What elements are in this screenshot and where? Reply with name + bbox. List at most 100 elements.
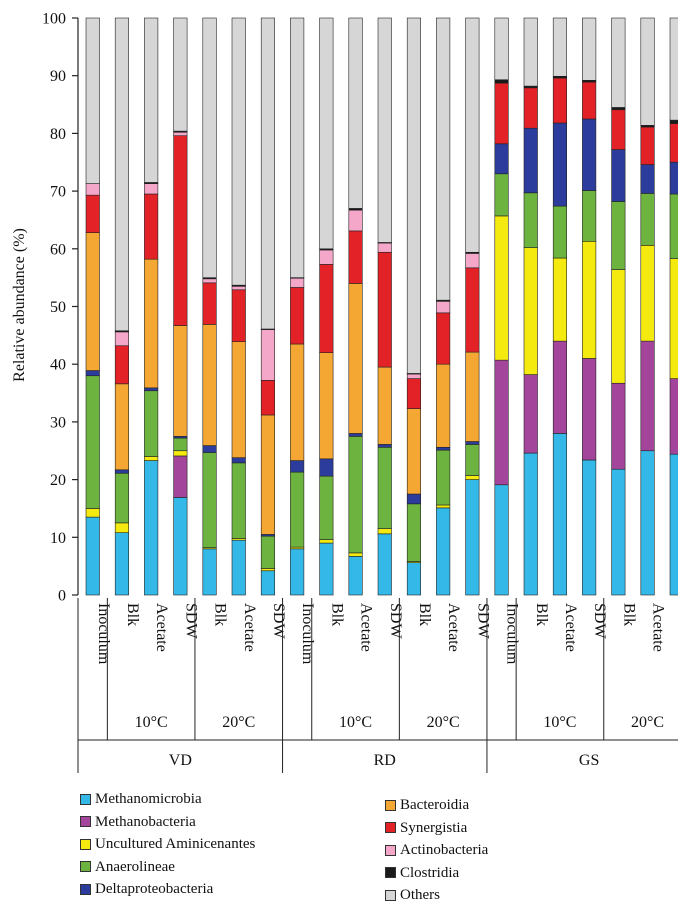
bar-segment-others: [348, 17, 363, 209]
bar-segment-uncultured-aminicenantes: [552, 257, 568, 342]
bar-segment-bacteroidia: [173, 325, 188, 437]
bar-segment-actinobacteria: [290, 277, 305, 288]
legend-item: Others: [385, 884, 488, 907]
bar-segment-methanobacteria: [640, 340, 655, 452]
bar-segment-deltaproteobacteria: [552, 122, 568, 207]
x-tick-label: Acetate: [445, 603, 462, 652]
y-tick-label: 60: [50, 241, 66, 258]
bar-segment-methanomicrobia: [173, 497, 188, 596]
bar-segment-methanobacteria: [552, 340, 568, 434]
x-tick-label: Inoculum: [299, 603, 316, 665]
legend-swatch: [385, 799, 396, 811]
bar-segment-actinobacteria: [173, 131, 188, 137]
legend-swatch: [80, 793, 91, 805]
legend-swatch: [80, 883, 91, 895]
bar-segment-synergistia: [114, 345, 129, 385]
bar-segment-methanomicrobia: [114, 532, 129, 596]
y-tick-label: 80: [50, 126, 66, 143]
temperature-label: 10°C: [543, 714, 576, 731]
bar-segment-methanomicrobia: [465, 479, 480, 596]
bar-segment-deltaproteobacteria: [465, 441, 480, 445]
legend-item: Deltaproteobacteria: [80, 878, 255, 901]
y-tick-label: 0: [58, 588, 66, 605]
x-axis: Inoculum Blk Acetate SDW Blk Acetate SDW Inocul…: [77, 598, 678, 773]
bar-segment-actinobacteria: [85, 183, 100, 196]
x-tick-label: Blk: [124, 603, 141, 626]
bar-segment-methanobacteria: [523, 374, 538, 454]
bar-segment-anaerolineae: [348, 436, 363, 554]
bar-segment-methanomicrobia: [436, 507, 451, 596]
legend-label: Anaerolineae: [95, 858, 175, 875]
bar-segment-anaerolineae: [173, 437, 188, 452]
bar-segment-anaerolineae: [231, 462, 246, 539]
bar-segment-anaerolineae: [523, 192, 538, 248]
site-label: VD: [169, 752, 192, 769]
bar-segment-deltaproteobacteria: [319, 458, 334, 477]
bar-segment-deltaproteobacteria: [611, 149, 626, 202]
legend-swatch: [385, 844, 396, 856]
bar-segment-methanomicrobia: [144, 460, 159, 596]
bar-segment-others: [114, 17, 129, 332]
bar-segment-others: [377, 17, 392, 243]
bar-segment-actinobacteria: [202, 278, 217, 284]
y-tick-label: 30: [50, 414, 66, 431]
bar-segment-uncultured-aminicenantes: [377, 528, 392, 535]
bar-segment-bacteroidia: [406, 408, 422, 495]
bar-segment-methanomicrobia: [523, 452, 538, 596]
x-tick-label: Blk: [416, 603, 433, 626]
bar-segment-uncultured-aminicenantes: [436, 504, 451, 509]
bar-segment-methanobacteria: [173, 455, 188, 498]
legend-swatch: [385, 889, 396, 901]
x-tick-label: Acetate: [650, 603, 667, 652]
bar-segment-deltaproteobacteria: [144, 387, 159, 392]
bar-segment-deltaproteobacteria: [377, 444, 392, 448]
bar-segment-uncultured-aminicenantes: [348, 552, 363, 557]
bar-segment-others: [290, 17, 305, 278]
bar-segment-bacteroidia: [319, 352, 334, 460]
bar-segment-deltaproteobacteria: [640, 164, 655, 194]
bar-segment-bacteroidia: [348, 283, 363, 434]
bar-segment-actinobacteria: [465, 253, 480, 269]
bar-segment-synergistia: [260, 380, 276, 416]
bar-segment-synergistia: [523, 87, 538, 129]
y-axis: 0 10 20 30 40 50 60 70 80 90 100: [42, 11, 79, 605]
y-tick-label: 50: [50, 299, 66, 316]
x-tick-label: Inoculum: [504, 603, 521, 665]
bar-segment-synergistia: [465, 267, 480, 353]
x-tick-label: Acetate: [241, 603, 258, 652]
legend-swatch: [80, 838, 91, 850]
legend-swatch: [385, 867, 396, 879]
bar-segment-synergistia: [582, 81, 597, 120]
legend-label: Deltaproteobacteria: [95, 881, 214, 897]
bar-segment-uncultured-aminicenantes: [582, 240, 597, 359]
bar-segment-others: [231, 17, 246, 286]
bar-segment-anaerolineae: [290, 471, 305, 548]
bar-segment-anaerolineae: [582, 190, 597, 242]
legend-label: Uncultured Aminicenantes: [95, 836, 256, 852]
bar-segment-clostridia: [611, 107, 626, 111]
temperature-label: 20°C: [427, 714, 460, 731]
bar-segment-synergistia: [144, 193, 159, 260]
bar-segment-uncultured-aminicenantes: [173, 450, 188, 457]
x-tick-label: SDW: [474, 603, 491, 639]
bar-segment-synergistia: [377, 251, 392, 368]
y-tick-label: 10: [50, 530, 66, 547]
bar-segment-bacteroidia: [114, 383, 129, 471]
bar-segment-anaerolineae: [669, 193, 678, 259]
temperature-label: 20°C: [222, 714, 255, 731]
legend-item: Clostridia: [385, 862, 488, 885]
bar-segment-uncultured-aminicenantes: [523, 247, 538, 375]
site-label: RD: [374, 752, 396, 769]
bar-segment-others: [173, 17, 188, 132]
x-tick-label: SDW: [591, 603, 608, 639]
bar-segment-deltaproteobacteria: [231, 457, 246, 464]
bar-segment-others: [406, 17, 422, 374]
legend-left: Methanomicrobia Methanobacteria Uncultured…: [80, 788, 255, 901]
x-tick-label: Blk: [533, 603, 550, 626]
bar-segment-bacteroidia: [465, 351, 480, 442]
y-axis-label: Relative abundance (%): [11, 228, 28, 382]
y-tick-label: 40: [50, 357, 66, 374]
bar-segment-uncultured-aminicenantes: [114, 522, 129, 533]
bar-segment-methanobacteria: [582, 358, 597, 461]
